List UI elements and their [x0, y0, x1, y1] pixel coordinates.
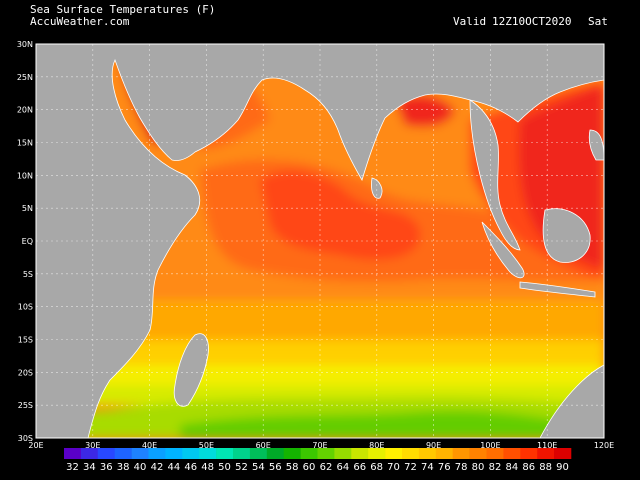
scale-value: 48 — [201, 462, 214, 473]
valid-time: 12Z10OCT2020 — [492, 15, 572, 28]
scale-swatch — [435, 448, 453, 459]
lat-label: 20N — [17, 106, 33, 115]
scale-value: 52 — [235, 462, 248, 473]
scale-value: 72 — [404, 462, 417, 473]
scale-swatch — [216, 448, 234, 459]
scale-value: 38 — [117, 462, 130, 473]
scale-value: 42 — [151, 462, 164, 473]
scale-swatch — [486, 448, 504, 459]
lat-label: 15N — [17, 139, 33, 148]
scale-swatch — [537, 448, 555, 459]
scale-value: 46 — [184, 462, 197, 473]
temperature-color-scale: 32 34 36 38 40 42 44 46 48 50 52 54 56 58 60 62 64 66 68 70… — [64, 448, 572, 473]
longitude-labels: 20E 30E 40E 50E 60E 70E 80E 90E 100E 110E 120E — [28, 441, 614, 450]
scale-swatch — [182, 448, 200, 459]
lon-label: 40E — [142, 441, 157, 450]
graticule — [36, 44, 604, 438]
source-label: AccuWeather.com — [30, 15, 130, 28]
scale-value: 56 — [269, 462, 282, 473]
lon-label: 120E — [594, 441, 614, 450]
scale-swatch — [402, 448, 420, 459]
scale-swatch — [351, 448, 369, 459]
scale-swatch — [233, 448, 251, 459]
scale-value: 40 — [134, 462, 147, 473]
scale-swatch — [199, 448, 217, 459]
scale-swatch — [452, 448, 470, 459]
scale-swatch — [300, 448, 318, 459]
lat-label: 25N — [17, 73, 33, 82]
scale-swatch — [418, 448, 437, 459]
lon-label: 70E — [312, 441, 327, 450]
scale-swatch — [148, 448, 166, 459]
scale-value: 70 — [387, 462, 400, 473]
scale-swatch — [80, 448, 99, 459]
scale-value: 60 — [303, 462, 316, 473]
scale-value: 80 — [472, 462, 485, 473]
scale-value: 44 — [167, 462, 180, 473]
lat-label: 30S — [18, 434, 33, 443]
lat-label: EQ — [22, 237, 33, 246]
lon-label: 100E — [480, 441, 500, 450]
scale-swatch — [334, 448, 352, 459]
map-title: Sea Surface Temperatures (F) — [30, 3, 216, 16]
lat-label: 10S — [18, 303, 33, 312]
scale-swatch — [165, 448, 183, 459]
lon-label: 20E — [28, 441, 43, 450]
scale-value: 50 — [218, 462, 231, 473]
scale-value: 58 — [286, 462, 299, 473]
lon-label: 50E — [199, 441, 214, 450]
scale-swatch — [385, 448, 403, 459]
latitude-labels: 30N 25N 20N 15N 10N 5N EQ 5S 10S 15S 20S 25S 30S — [17, 40, 33, 443]
scale-value: 64 — [336, 462, 349, 473]
scale-value: 66 — [353, 462, 366, 473]
scale-value: 68 — [370, 462, 383, 473]
scale-swatch — [131, 448, 149, 459]
scale-swatch — [503, 448, 521, 459]
lat-label: 15S — [18, 336, 33, 345]
lon-label: 110E — [537, 441, 557, 450]
lon-label: 80E — [369, 441, 384, 450]
lat-label: 25S — [18, 401, 33, 410]
lat-label: 20S — [18, 368, 33, 377]
scale-swatch — [554, 448, 572, 459]
lon-label: 60E — [256, 441, 271, 450]
scale-swatch — [266, 448, 284, 459]
valid-label: Valid — [453, 15, 487, 28]
scale-swatch — [249, 448, 268, 459]
scale-swatch — [64, 448, 82, 459]
scale-swatch — [317, 448, 335, 459]
lon-label: 90E — [426, 441, 441, 450]
scale-swatch — [520, 448, 538, 459]
scale-value: 82 — [489, 462, 502, 473]
scale-value: 32 — [66, 462, 79, 473]
lat-label: 30N — [17, 40, 33, 49]
scale-value: 88 — [539, 462, 552, 473]
scale-value: 76 — [438, 462, 451, 473]
scale-value: 78 — [455, 462, 468, 473]
scale-swatch — [97, 448, 115, 459]
scale-value: 90 — [556, 462, 569, 473]
scale-value: 54 — [252, 462, 265, 473]
scale-swatch — [114, 448, 132, 459]
scale-value: 84 — [505, 462, 518, 473]
lon-label: 30E — [85, 441, 100, 450]
lat-label: 5N — [22, 204, 33, 213]
map-frame — [35, 43, 605, 439]
weekday-label: Sat — [588, 15, 608, 28]
scale-swatch — [368, 448, 386, 459]
scale-swatch — [469, 448, 487, 459]
scale-value: 36 — [100, 462, 113, 473]
scale-value: 74 — [421, 462, 434, 473]
scale-swatch — [283, 448, 301, 459]
scale-value: 86 — [522, 462, 535, 473]
scale-value: 34 — [83, 462, 96, 473]
lat-label: 10N — [17, 171, 33, 180]
map-area — [36, 44, 604, 438]
lat-label: 5S — [23, 270, 33, 279]
scale-value: 62 — [320, 462, 333, 473]
